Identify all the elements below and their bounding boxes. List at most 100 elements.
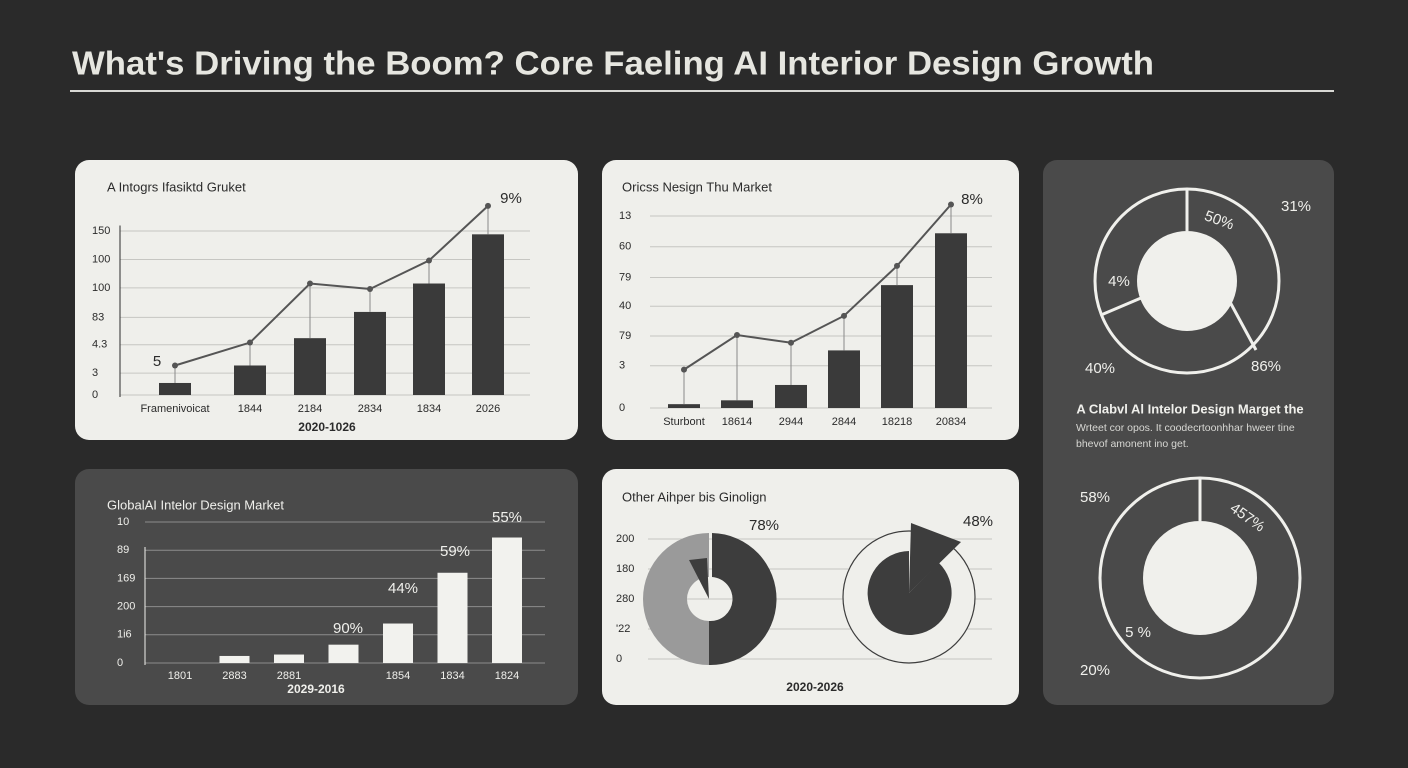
- x-tick-label: 2184: [298, 403, 322, 415]
- x-tick-label: 1844: [238, 403, 262, 415]
- y-tick-label: 0: [92, 389, 98, 401]
- page-title: What's Driving the Boom? Core Faeling AI…: [72, 45, 1154, 82]
- x-tick-label: 2834: [358, 403, 382, 415]
- x-tick-label: 1801: [168, 670, 192, 682]
- x-tick-label: 1834: [440, 670, 464, 682]
- annotation: 78%: [749, 517, 779, 534]
- bar: [775, 384, 807, 408]
- annotation: 9%: [500, 190, 522, 207]
- y-tick-label: 79: [619, 271, 631, 283]
- y-tick-label: 83: [92, 311, 104, 323]
- line: [683, 203, 952, 371]
- ring-hole: [1137, 231, 1237, 331]
- x-axis-title: 2020-2026: [786, 680, 844, 694]
- bar: [354, 311, 386, 395]
- x-axis-title: 2029-2016: [287, 682, 345, 696]
- y-tick-label: 10: [117, 516, 129, 528]
- line-point: [367, 285, 373, 292]
- y-tick-label: 3: [619, 360, 625, 372]
- line-point: [247, 339, 253, 346]
- bar: [935, 233, 967, 408]
- x-axis-title: 2020-1026: [298, 420, 356, 434]
- bar: [881, 285, 913, 408]
- x-tick-label: 1854: [386, 670, 410, 682]
- line-point: [172, 362, 178, 369]
- y-tick-label: 200: [616, 533, 634, 545]
- x-tick-label: 2883: [222, 670, 246, 682]
- line-point: [788, 339, 794, 346]
- y-tick-label: 200: [117, 601, 135, 613]
- x-tick-label: Sturbont: [663, 416, 705, 428]
- bar: [828, 350, 860, 408]
- side-donut-top: [1093, 187, 1281, 375]
- bar: [383, 623, 413, 663]
- y-tick-label: 280: [616, 593, 634, 605]
- side-card: [1043, 160, 1334, 705]
- x-tick-label: Framenivoicat: [140, 403, 209, 415]
- annotation: 90%: [333, 620, 363, 637]
- bar: [328, 644, 359, 663]
- ring-divider: [1100, 296, 1142, 317]
- side-heading: A Clabvl Al Intelor Design Marget the: [1076, 401, 1303, 416]
- y-tick-label: 4.3: [92, 339, 107, 351]
- chart-title: A Intogrs Ifasiktd Gruket: [107, 179, 246, 194]
- line-point: [681, 366, 687, 373]
- y-tick-label: 100: [92, 282, 110, 294]
- side-donut-bottom: [1098, 476, 1302, 680]
- x-tick-label: 2844: [832, 416, 856, 428]
- bar: [219, 655, 250, 663]
- x-tick-label: 2881: [277, 670, 301, 682]
- bar: [159, 382, 191, 395]
- y-tick-label: 169: [117, 572, 135, 584]
- bar: [721, 400, 753, 408]
- annotation: 5: [153, 353, 161, 370]
- line-point: [894, 262, 900, 269]
- y-tick-label: 40: [619, 300, 631, 312]
- annotation: 44%: [388, 580, 418, 597]
- bar: [668, 404, 700, 408]
- chart-title: Other Aihper bis Ginolign: [622, 489, 767, 504]
- donut-label: 86%: [1251, 358, 1281, 375]
- bar: [234, 365, 266, 395]
- donut-label: 20%: [1080, 662, 1110, 679]
- y-tick-label: 0: [616, 653, 622, 665]
- line-point: [307, 280, 313, 287]
- line: [174, 205, 489, 367]
- annotation: 55%: [492, 509, 522, 526]
- y-tick-label: 3: [92, 367, 98, 379]
- annotation: 59%: [440, 543, 470, 560]
- y-tick-label: '22: [616, 623, 630, 635]
- pie-segment: [867, 551, 952, 635]
- x-tick-label: 2026: [476, 403, 500, 415]
- donut-label: 4%: [1108, 273, 1130, 290]
- y-tick-label: 60: [619, 241, 631, 253]
- x-tick-label: 2944: [779, 416, 803, 428]
- side-body: Wrteet cor opos. It coodecrtoonhhar hwee…: [1076, 422, 1295, 434]
- chart-title: GlobalAI Intelor Design Market: [107, 497, 284, 512]
- y-tick-label: 89: [117, 544, 129, 556]
- y-tick-label: 0: [619, 402, 625, 414]
- y-tick-label: 0: [117, 657, 123, 669]
- card: [75, 160, 578, 440]
- donut-segment: [709, 533, 777, 666]
- bar: [274, 654, 304, 663]
- pie-wedge: [909, 523, 961, 593]
- bar: [472, 234, 504, 395]
- donut-label: 58%: [1080, 489, 1110, 506]
- ring-hole: [1143, 521, 1257, 635]
- y-tick-label: 13: [619, 210, 631, 222]
- donut-wedge: [689, 558, 709, 599]
- x-tick-label: 1824: [495, 670, 519, 682]
- donut-label: 40%: [1085, 360, 1115, 377]
- line-point: [485, 202, 491, 209]
- bar: [294, 338, 326, 395]
- x-tick-label: 18218: [882, 416, 913, 428]
- annotation: 8%: [961, 191, 983, 208]
- y-tick-label: 180: [616, 563, 634, 575]
- card: [602, 160, 1019, 440]
- x-tick-label: 18614: [722, 416, 753, 428]
- line-point: [734, 332, 740, 339]
- line-point: [426, 257, 432, 264]
- donut-group: [643, 523, 976, 666]
